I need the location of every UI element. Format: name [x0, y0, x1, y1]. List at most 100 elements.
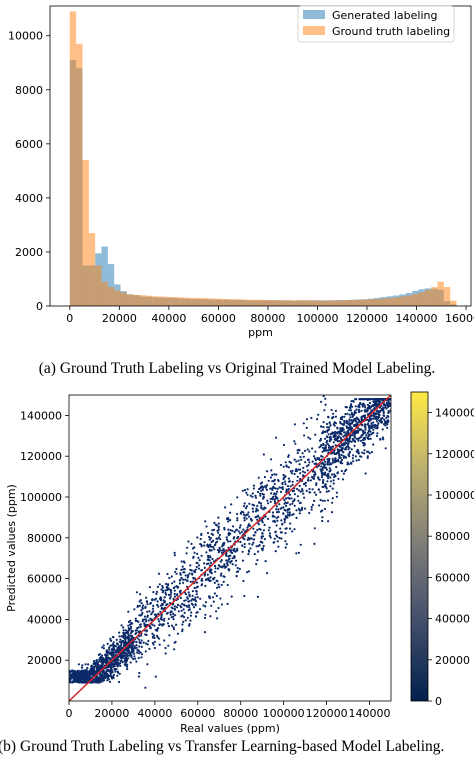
scatter-point	[348, 436, 351, 439]
scatter-point	[382, 406, 385, 409]
scatter-point	[373, 404, 376, 407]
scatter-point	[87, 663, 90, 666]
bar	[386, 297, 394, 306]
scatter-point	[332, 441, 335, 444]
bar	[412, 294, 419, 306]
scatter-point	[168, 634, 171, 637]
scatter-point	[323, 409, 326, 412]
scatter-point	[300, 507, 303, 510]
scatter-point	[84, 677, 88, 680]
scatter-point	[188, 608, 191, 611]
scatter-point	[159, 610, 162, 614]
scatter-point	[332, 412, 335, 415]
scatter-point	[194, 568, 197, 571]
bar	[164, 296, 172, 306]
scatter-point	[259, 502, 262, 505]
scatter-point	[241, 489, 244, 492]
scatter-point	[307, 458, 310, 461]
bar	[107, 287, 115, 306]
bar	[367, 299, 375, 306]
scatter-point	[325, 422, 329, 426]
scatter-point	[179, 572, 182, 575]
scatter-point	[213, 548, 216, 551]
scatter-point	[128, 654, 131, 657]
scatter-point	[351, 457, 354, 460]
colorbar-tick-label: 120000	[435, 448, 474, 461]
scatter-point	[210, 604, 213, 607]
scatter-point	[155, 592, 158, 596]
scatter-point	[289, 503, 292, 506]
scatter-point	[110, 668, 113, 671]
scatter-point	[357, 437, 360, 440]
scatter-point	[315, 483, 318, 487]
y-tick-label: 2000	[15, 246, 43, 259]
scatter-point	[380, 418, 383, 421]
scatter-point	[293, 458, 296, 461]
scatter-point	[299, 509, 302, 512]
scatter-point	[105, 649, 108, 652]
scatter-point	[214, 523, 217, 526]
scatter-point	[321, 473, 325, 476]
scatter-point	[327, 520, 330, 523]
scatter-point	[321, 516, 324, 519]
scatter-point	[170, 610, 173, 613]
scatter-point	[336, 440, 339, 443]
scatter-point	[146, 603, 149, 606]
scatter-point	[328, 428, 331, 431]
scatter-point	[96, 676, 100, 679]
scatter-point	[124, 629, 127, 632]
scatter-point	[181, 614, 184, 617]
scatter-point	[203, 616, 207, 620]
bar	[133, 294, 140, 306]
scatter-point	[350, 419, 353, 422]
scatter-point	[321, 455, 324, 458]
scatter-point	[310, 508, 313, 511]
scatter-point	[345, 425, 348, 428]
scatter-point	[116, 642, 119, 645]
scatter-point	[222, 580, 225, 584]
scatter-point	[118, 662, 121, 665]
scatter-point	[167, 588, 170, 591]
scatter-point	[273, 537, 276, 540]
scatter-point	[134, 647, 137, 650]
scatter-point	[122, 626, 125, 629]
scatter-point	[339, 445, 342, 448]
scatter-point	[252, 484, 255, 487]
scatter-point	[213, 521, 216, 525]
scatter-point	[313, 462, 316, 465]
scatter-point	[164, 652, 167, 655]
scatter-point	[167, 644, 170, 647]
scatter-point	[122, 641, 126, 644]
scatter-point	[363, 449, 366, 452]
scatter-point	[186, 546, 189, 549]
scatter-point	[138, 671, 141, 675]
colorbar-tick-label: 60000	[435, 571, 470, 584]
scatter-point	[172, 618, 175, 621]
scatter-point	[295, 516, 298, 520]
scatter-point	[227, 528, 230, 531]
scatter-point	[226, 560, 229, 563]
scatter-point	[212, 528, 216, 532]
scatter-point	[362, 398, 365, 401]
scatter-point	[333, 452, 336, 456]
x-tick-label: 40000	[151, 312, 186, 325]
scatter-point	[169, 613, 172, 616]
legend-label: Ground truth labeling	[332, 25, 450, 38]
scatter-point	[137, 656, 140, 660]
scatter-point	[336, 432, 339, 435]
scatter-point	[364, 472, 367, 475]
scatter-point	[275, 524, 278, 527]
scatter-point	[271, 487, 274, 490]
scatter-point	[246, 488, 249, 491]
bar	[317, 300, 324, 306]
scatter-point	[261, 521, 264, 524]
scatter-point	[199, 542, 202, 546]
scatter-point	[165, 612, 168, 615]
scatter-point	[112, 645, 115, 648]
scatter-point	[321, 519, 324, 523]
scatter-point	[169, 593, 172, 596]
scatter-point	[203, 566, 206, 570]
scatter-point	[120, 642, 123, 645]
scatter-point	[81, 675, 84, 678]
scatter-point	[117, 671, 120, 674]
